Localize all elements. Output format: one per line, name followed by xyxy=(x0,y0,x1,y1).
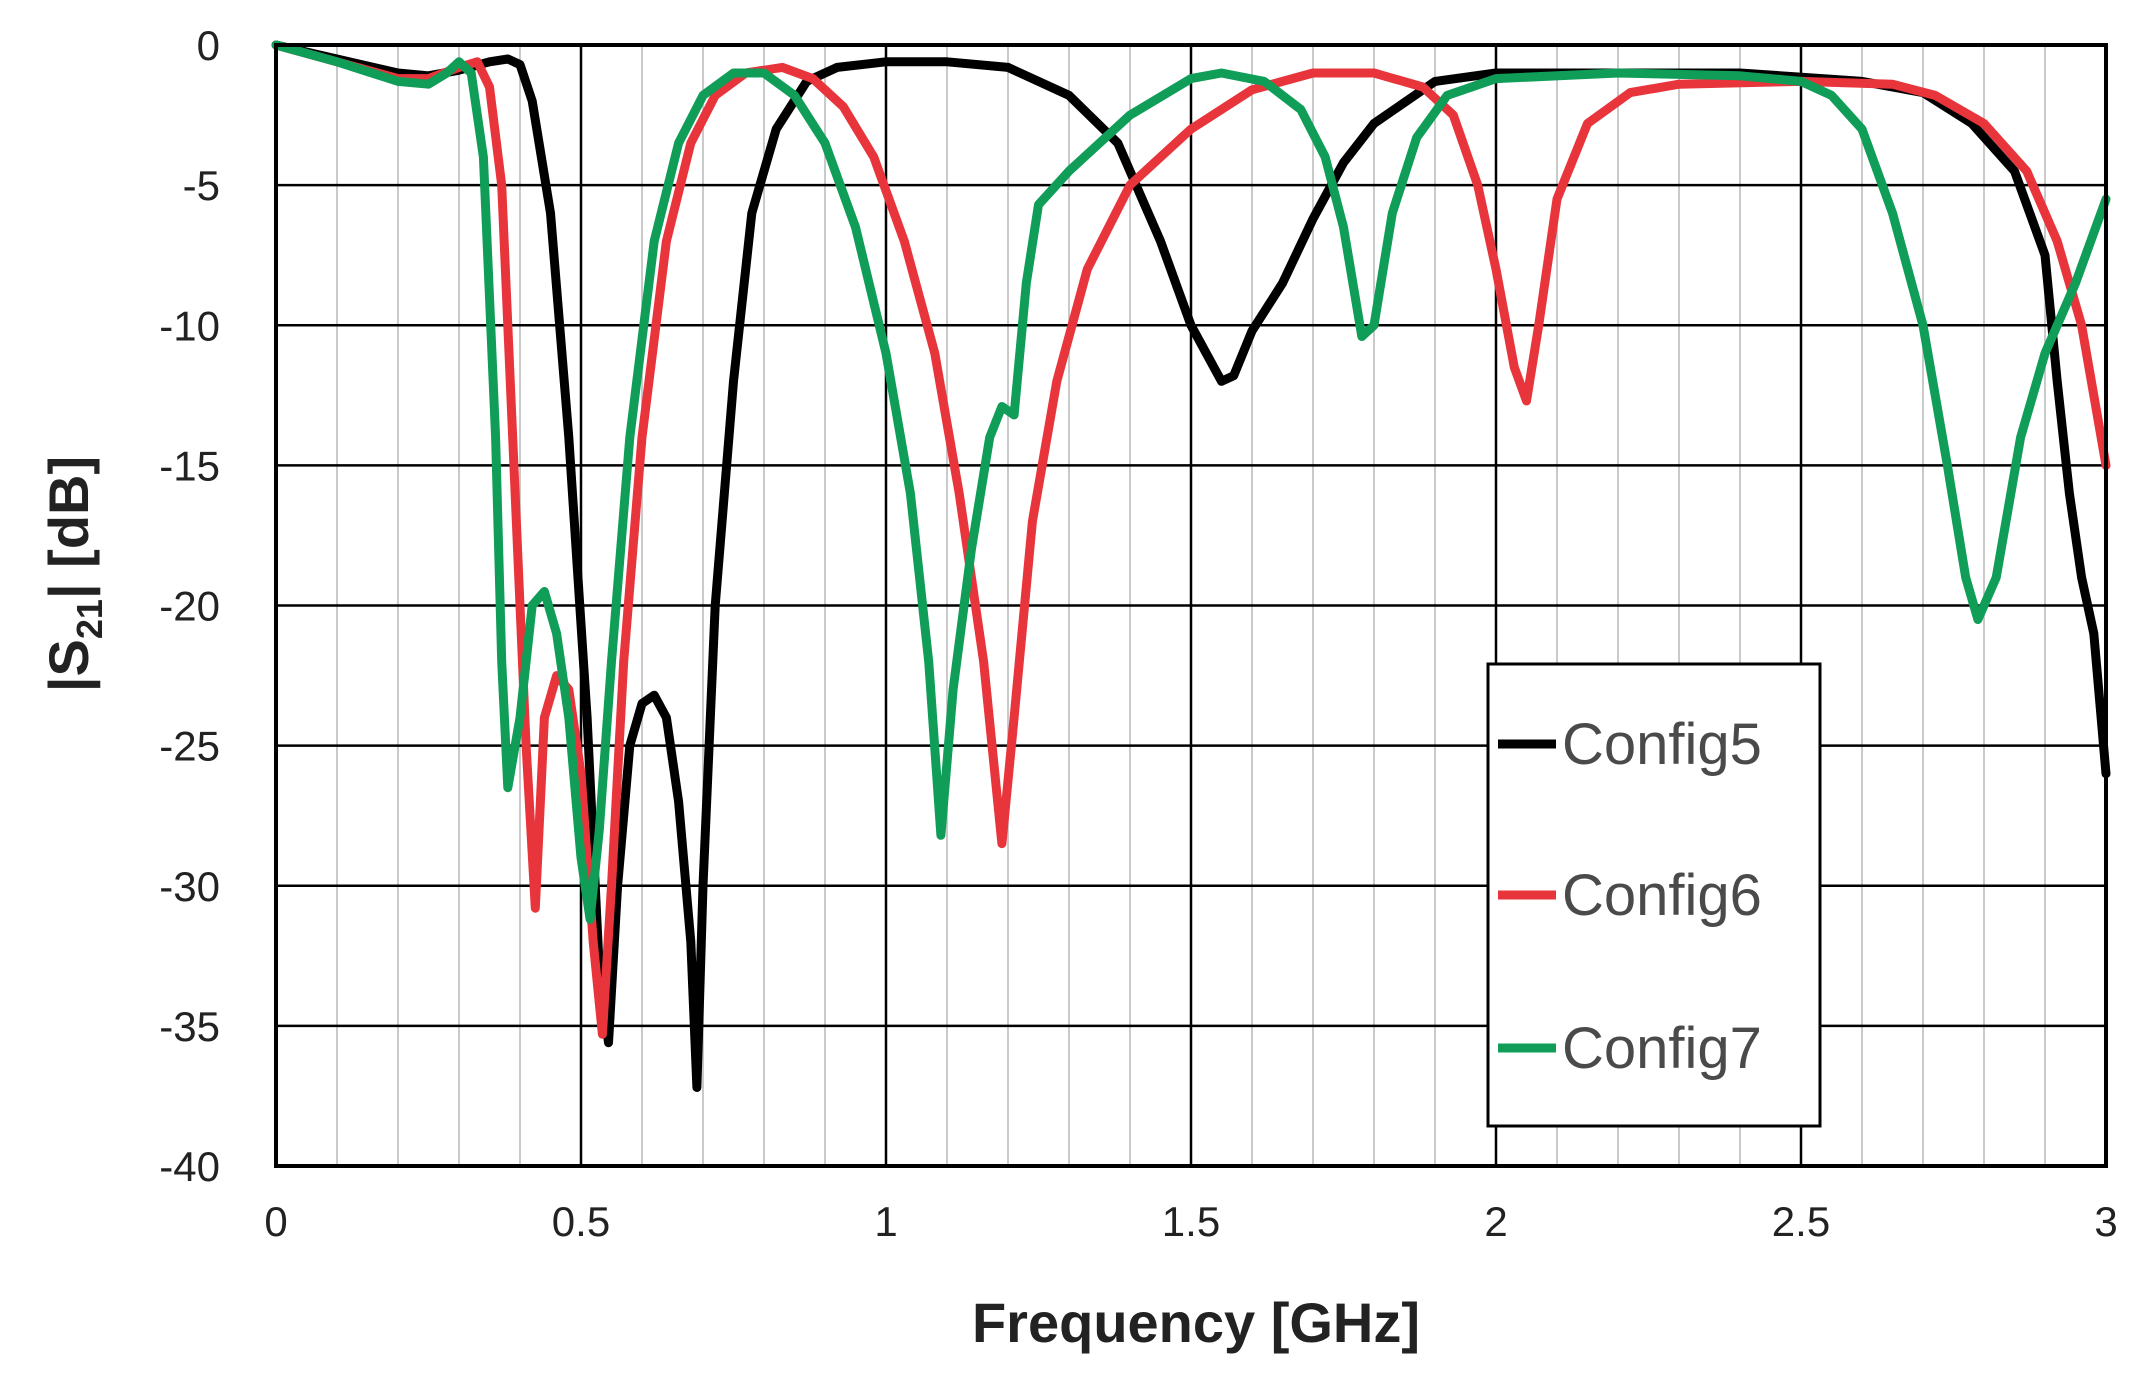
x-tick-label: 0 xyxy=(264,1198,287,1245)
x-tick-labels: 0 0.5 1 1.5 2 2.5 3 xyxy=(264,1198,2117,1245)
y-tick-labels: 0 -5 -10 -15 -20 -25 -30 -35 -40 xyxy=(159,22,220,1190)
legend-label-config5: Config5 xyxy=(1562,712,1762,777)
y-tick-label: -20 xyxy=(159,583,220,630)
x-tick-label: 2 xyxy=(1484,1198,1507,1245)
y-tick-label: -40 xyxy=(159,1143,220,1190)
x-tick-label: 0.5 xyxy=(552,1198,610,1245)
y-axis-title-main: |S xyxy=(37,639,101,692)
y-axis-title: |S21| [dB] xyxy=(37,456,110,692)
y-axis-title-rest: | [dB] xyxy=(37,456,101,599)
x-axis-title: Frequency [GHz] xyxy=(972,1291,1420,1354)
legend: Config5 Config6 Config7 xyxy=(1486,662,1822,1128)
series-line-config6 xyxy=(271,40,2111,1039)
series-group xyxy=(271,40,2111,1092)
y-tick-label: 0 xyxy=(197,22,220,69)
y-tick-label: -5 xyxy=(183,162,220,209)
y-axis-title-sub: 21 xyxy=(69,599,110,639)
x-tick-label: 1.5 xyxy=(1162,1198,1220,1245)
legend-label-config6: Config6 xyxy=(1562,863,1762,928)
y-tick-label: -30 xyxy=(159,863,220,910)
x-tick-label: 1 xyxy=(874,1198,897,1245)
y-tick-label: -35 xyxy=(159,1003,220,1050)
x-tick-label: 2.5 xyxy=(1772,1198,1830,1245)
y-tick-label: -25 xyxy=(159,723,220,770)
x-tick-label: 3 xyxy=(2094,1198,2117,1245)
plot-frame xyxy=(274,43,2108,1168)
legend-label-config7: Config7 xyxy=(1562,1016,1762,1081)
series-line-config7 xyxy=(271,40,2111,924)
y-tick-label: -10 xyxy=(159,302,220,349)
y-tick-label: -15 xyxy=(159,442,220,489)
